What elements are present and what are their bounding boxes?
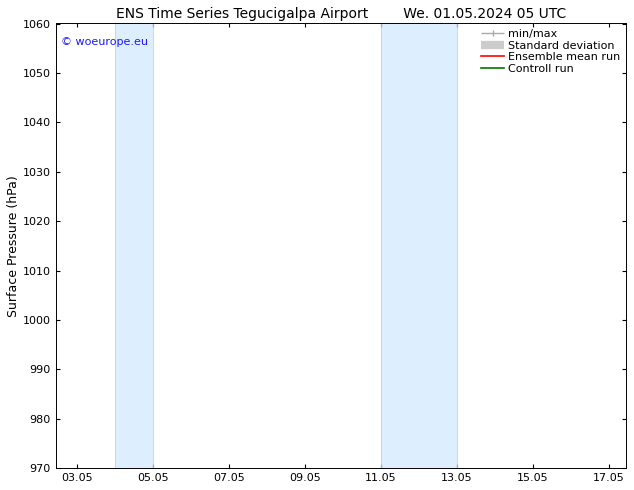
Title: ENS Time Series Tegucigalpa Airport        We. 01.05.2024 05 UTC: ENS Time Series Tegucigalpa Airport We. … [115,7,566,21]
Bar [115,24,153,468]
Legend: min/max, Standard deviation, Ensemble mean run, Controll run: min/max, Standard deviation, Ensemble me… [479,27,623,76]
Y-axis label: Surface Pressure (hPa): Surface Pressure (hPa) [7,175,20,317]
Text: © woeurope.eu: © woeurope.eu [61,37,148,47]
Bar [381,24,456,468]
